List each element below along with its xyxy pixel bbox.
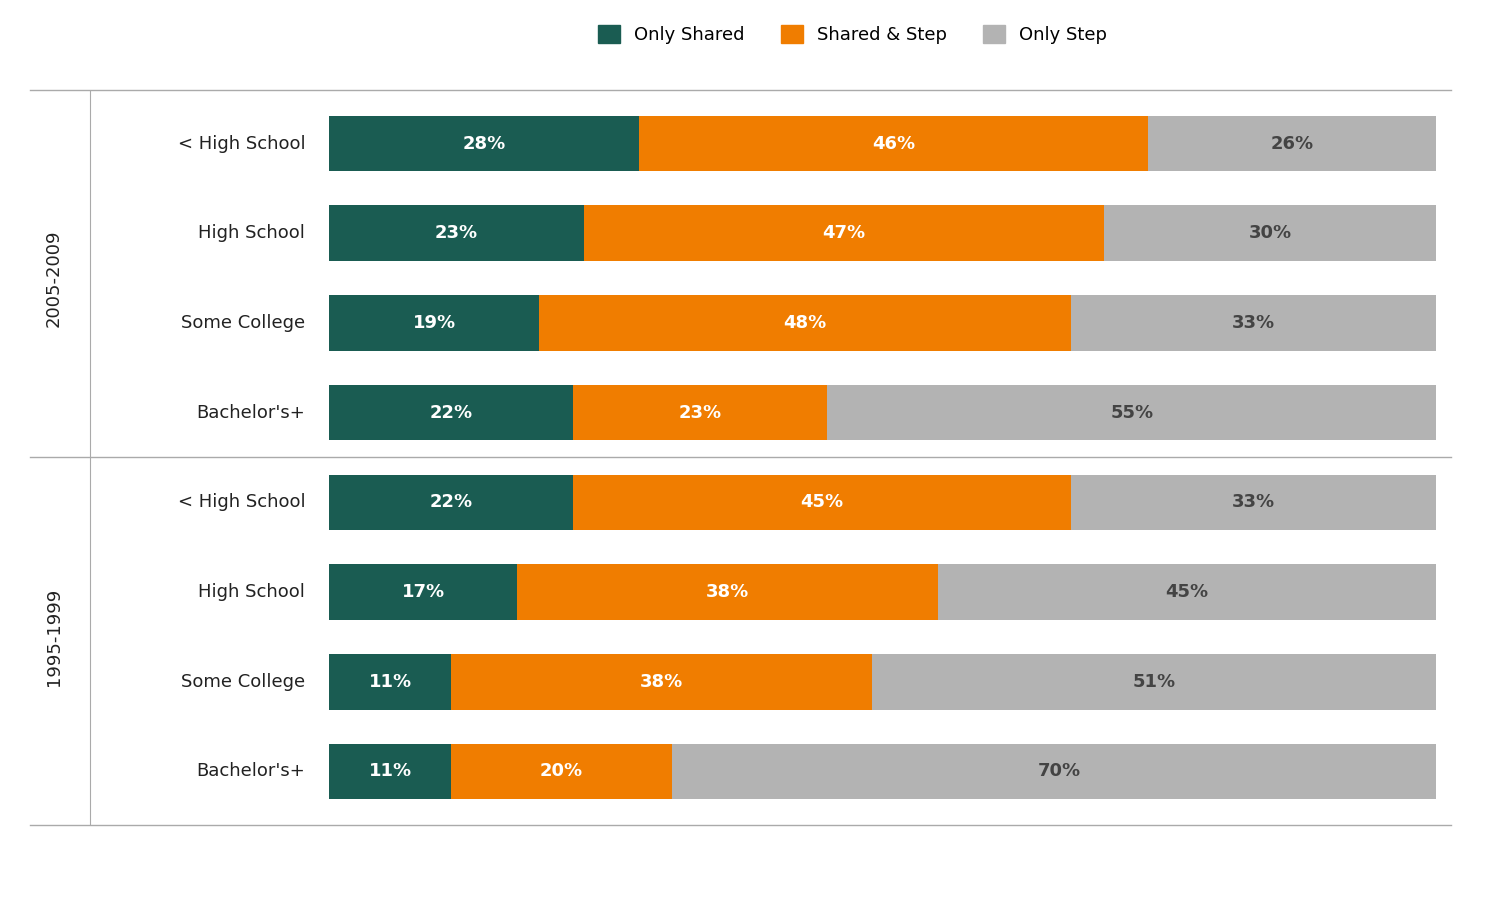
Text: 22%: 22% [429, 493, 473, 511]
Text: Some College: Some College [181, 314, 305, 332]
Text: 70%: 70% [1038, 762, 1082, 780]
Text: 48%: 48% [784, 314, 827, 332]
Text: 1995-1999: 1995-1999 [45, 588, 63, 686]
Text: 11%: 11% [368, 673, 411, 691]
Text: 28%: 28% [462, 135, 506, 152]
Bar [329, 654, 450, 710]
Bar [329, 385, 573, 440]
Text: 33%: 33% [1231, 314, 1275, 332]
Bar [329, 744, 450, 799]
Text: 46%: 46% [872, 135, 916, 152]
Text: 2005-2009: 2005-2009 [45, 230, 63, 327]
Text: Bachelor's+: Bachelor's+ [196, 762, 305, 780]
Bar [518, 564, 938, 620]
Text: 45%: 45% [1165, 583, 1209, 601]
Bar [329, 564, 518, 620]
Text: 17%: 17% [401, 583, 444, 601]
Bar [329, 295, 540, 351]
Text: High School: High School [199, 583, 305, 601]
Text: 19%: 19% [413, 314, 456, 332]
Text: 47%: 47% [823, 224, 866, 242]
Bar [450, 654, 872, 710]
Text: 45%: 45% [800, 493, 844, 511]
Text: Bachelor's+: Bachelor's+ [196, 404, 305, 422]
Bar [1071, 475, 1436, 530]
Text: 30%: 30% [1249, 224, 1291, 242]
Bar [450, 744, 672, 799]
Text: < High School: < High School [178, 135, 305, 152]
Bar [583, 205, 1104, 261]
Bar [573, 385, 827, 440]
Legend: Only Shared, Shared & Step, Only Step: Only Shared, Shared & Step, Only Step [591, 18, 1115, 51]
Text: 11%: 11% [368, 762, 411, 780]
Bar [938, 564, 1436, 620]
Text: 23%: 23% [435, 224, 479, 242]
Bar [573, 475, 1071, 530]
Bar [1104, 205, 1436, 261]
Bar [672, 744, 1447, 799]
Bar [1071, 295, 1436, 351]
Text: 51%: 51% [1132, 673, 1176, 691]
Text: 26%: 26% [1270, 135, 1313, 152]
Text: 20%: 20% [540, 762, 583, 780]
Bar [329, 475, 573, 530]
Text: 33%: 33% [1231, 493, 1275, 511]
Bar [872, 654, 1436, 710]
Text: High School: High School [199, 224, 305, 242]
Text: 38%: 38% [640, 673, 682, 691]
Text: 22%: 22% [429, 404, 473, 422]
Bar [1149, 116, 1436, 171]
Bar [639, 116, 1149, 171]
Bar [329, 116, 639, 171]
Text: Some College: Some College [181, 673, 305, 691]
Bar [329, 205, 583, 261]
Text: 23%: 23% [678, 404, 721, 422]
Text: 38%: 38% [706, 583, 749, 601]
Text: 55%: 55% [1110, 404, 1153, 422]
Text: < High School: < High School [178, 493, 305, 511]
Bar [827, 385, 1436, 440]
Bar [540, 295, 1071, 351]
